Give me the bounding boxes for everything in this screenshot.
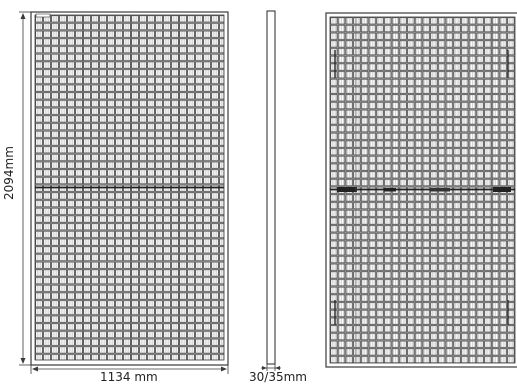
back-panel-junction-box-center (384, 188, 396, 192)
thickness-dimension-label: 30/35mm (249, 370, 307, 384)
height-arrow-top (20, 13, 26, 19)
side-view-frame (266, 10, 276, 365)
height-dimension (19, 11, 31, 366)
back-panel-junction-box-right (493, 187, 511, 192)
width-dimension-label: 1134 mm (100, 370, 158, 384)
back-panel (325, 12, 517, 368)
height-arrow-bottom (20, 358, 26, 364)
width-dimension (30, 365, 229, 374)
front-panel-label-plate (35, 13, 51, 18)
height-dimension-label: 2094mm (2, 146, 16, 200)
width-arrow-right (221, 366, 227, 372)
front-panel (30, 11, 229, 366)
back-panel-junction-box-left (337, 187, 357, 192)
width-arrow-left (32, 366, 38, 372)
side-view (261, 10, 281, 371)
back-panel-junction-box-center-2 (430, 188, 450, 192)
